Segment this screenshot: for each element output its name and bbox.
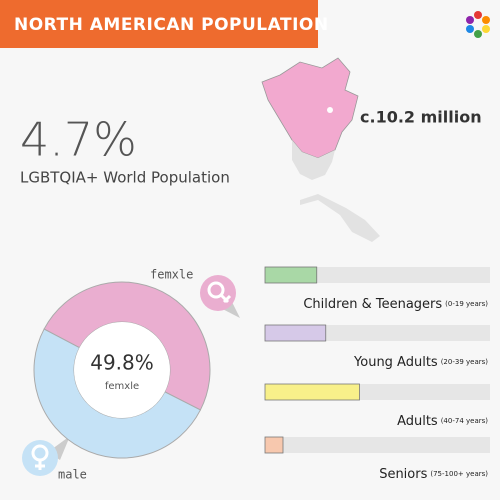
stat-label: LGBTQIA+ World Population xyxy=(20,169,230,187)
bar-label: Seniors (75-100+ years) xyxy=(379,467,488,482)
bar-label: Adults (40-74 years) xyxy=(397,414,488,429)
map-label: c.10.2 million xyxy=(360,108,482,127)
bar xyxy=(264,436,284,454)
bar-label: Children & Teenagers (0-19 years) xyxy=(303,297,488,312)
bar-category: Adults xyxy=(397,414,438,429)
female-icon xyxy=(200,275,240,318)
legend-label: femxle xyxy=(150,268,193,282)
legend-label: male xyxy=(58,468,87,482)
header-bar xyxy=(0,0,318,48)
bar-sublabel: (40-74 years) xyxy=(441,417,489,425)
bar-sublabel: (0-19 years) xyxy=(445,300,488,308)
male-icon xyxy=(22,436,70,476)
bar-sublabel: (20-39 years) xyxy=(441,358,489,366)
bar-label: Young Adults (20-39 years) xyxy=(353,355,488,370)
bar-track xyxy=(265,267,490,283)
map xyxy=(261,57,380,242)
bar-category: Seniors xyxy=(379,467,427,482)
center-value: 49.8% xyxy=(90,351,154,375)
bar-category: Young Adults xyxy=(353,355,438,370)
bar-track xyxy=(265,437,490,453)
bar-category: Children & Teenagers xyxy=(303,297,442,312)
bar-sublabel: (75-100+ years) xyxy=(430,470,488,478)
center-label: femxle xyxy=(105,381,139,392)
header-title: NORTH AMERICAN POPULATION xyxy=(14,15,329,35)
logo xyxy=(466,11,490,38)
bar xyxy=(264,324,327,342)
bar xyxy=(264,383,360,401)
donut-center xyxy=(74,322,170,418)
stat-value: 4.7% xyxy=(20,113,137,167)
bar xyxy=(264,266,318,284)
